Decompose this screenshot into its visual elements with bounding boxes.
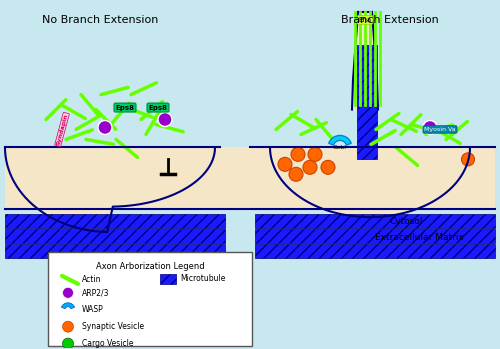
Ellipse shape <box>321 160 335 174</box>
Text: Eps8: Eps8 <box>148 105 168 111</box>
Bar <box>5 147 495 209</box>
FancyBboxPatch shape <box>48 252 252 346</box>
Text: Microtubule: Microtubule <box>180 274 226 283</box>
Wedge shape <box>328 135 351 145</box>
Text: Cargo Vesicle: Cargo Vesicle <box>82 339 134 348</box>
Ellipse shape <box>308 147 322 161</box>
Ellipse shape <box>62 321 74 332</box>
Text: Ena: Ena <box>358 17 372 23</box>
Ellipse shape <box>462 153 474 166</box>
Text: ARP2/3: ARP2/3 <box>82 288 110 297</box>
Text: Syndapin: Syndapin <box>56 113 68 146</box>
Ellipse shape <box>278 157 292 171</box>
Polygon shape <box>352 12 378 110</box>
Polygon shape <box>5 147 220 232</box>
Polygon shape <box>250 147 470 217</box>
Text: Cobl: Cobl <box>333 145 347 150</box>
Bar <box>5 229 225 243</box>
Bar <box>357 45 377 159</box>
Bar <box>5 244 225 258</box>
Ellipse shape <box>158 112 172 126</box>
Ellipse shape <box>291 147 305 161</box>
Text: Synaptic Vesicle: Synaptic Vesicle <box>82 322 144 331</box>
Ellipse shape <box>62 338 74 349</box>
Bar <box>255 244 495 258</box>
Text: Axon Arborization Legend: Axon Arborization Legend <box>96 262 204 271</box>
Text: Actin: Actin <box>82 275 102 284</box>
Text: Branch Extension: Branch Extension <box>341 15 439 25</box>
Text: No Branch Extension: No Branch Extension <box>42 15 158 25</box>
Wedge shape <box>62 303 74 309</box>
Ellipse shape <box>303 160 317 174</box>
Text: Eps8: Eps8 <box>116 105 134 111</box>
Bar <box>5 214 225 228</box>
Ellipse shape <box>289 167 303 181</box>
Bar <box>255 229 495 243</box>
Ellipse shape <box>62 287 74 298</box>
Text: Extracellular Matrix: Extracellular Matrix <box>375 232 464 242</box>
Text: Myosin Va: Myosin Va <box>424 127 456 132</box>
Text: WASP: WASP <box>82 305 104 314</box>
Ellipse shape <box>98 120 112 134</box>
Bar <box>160 274 176 284</box>
Ellipse shape <box>423 120 437 134</box>
Bar <box>255 214 495 228</box>
Text: Cytosol: Cytosol <box>390 217 424 225</box>
